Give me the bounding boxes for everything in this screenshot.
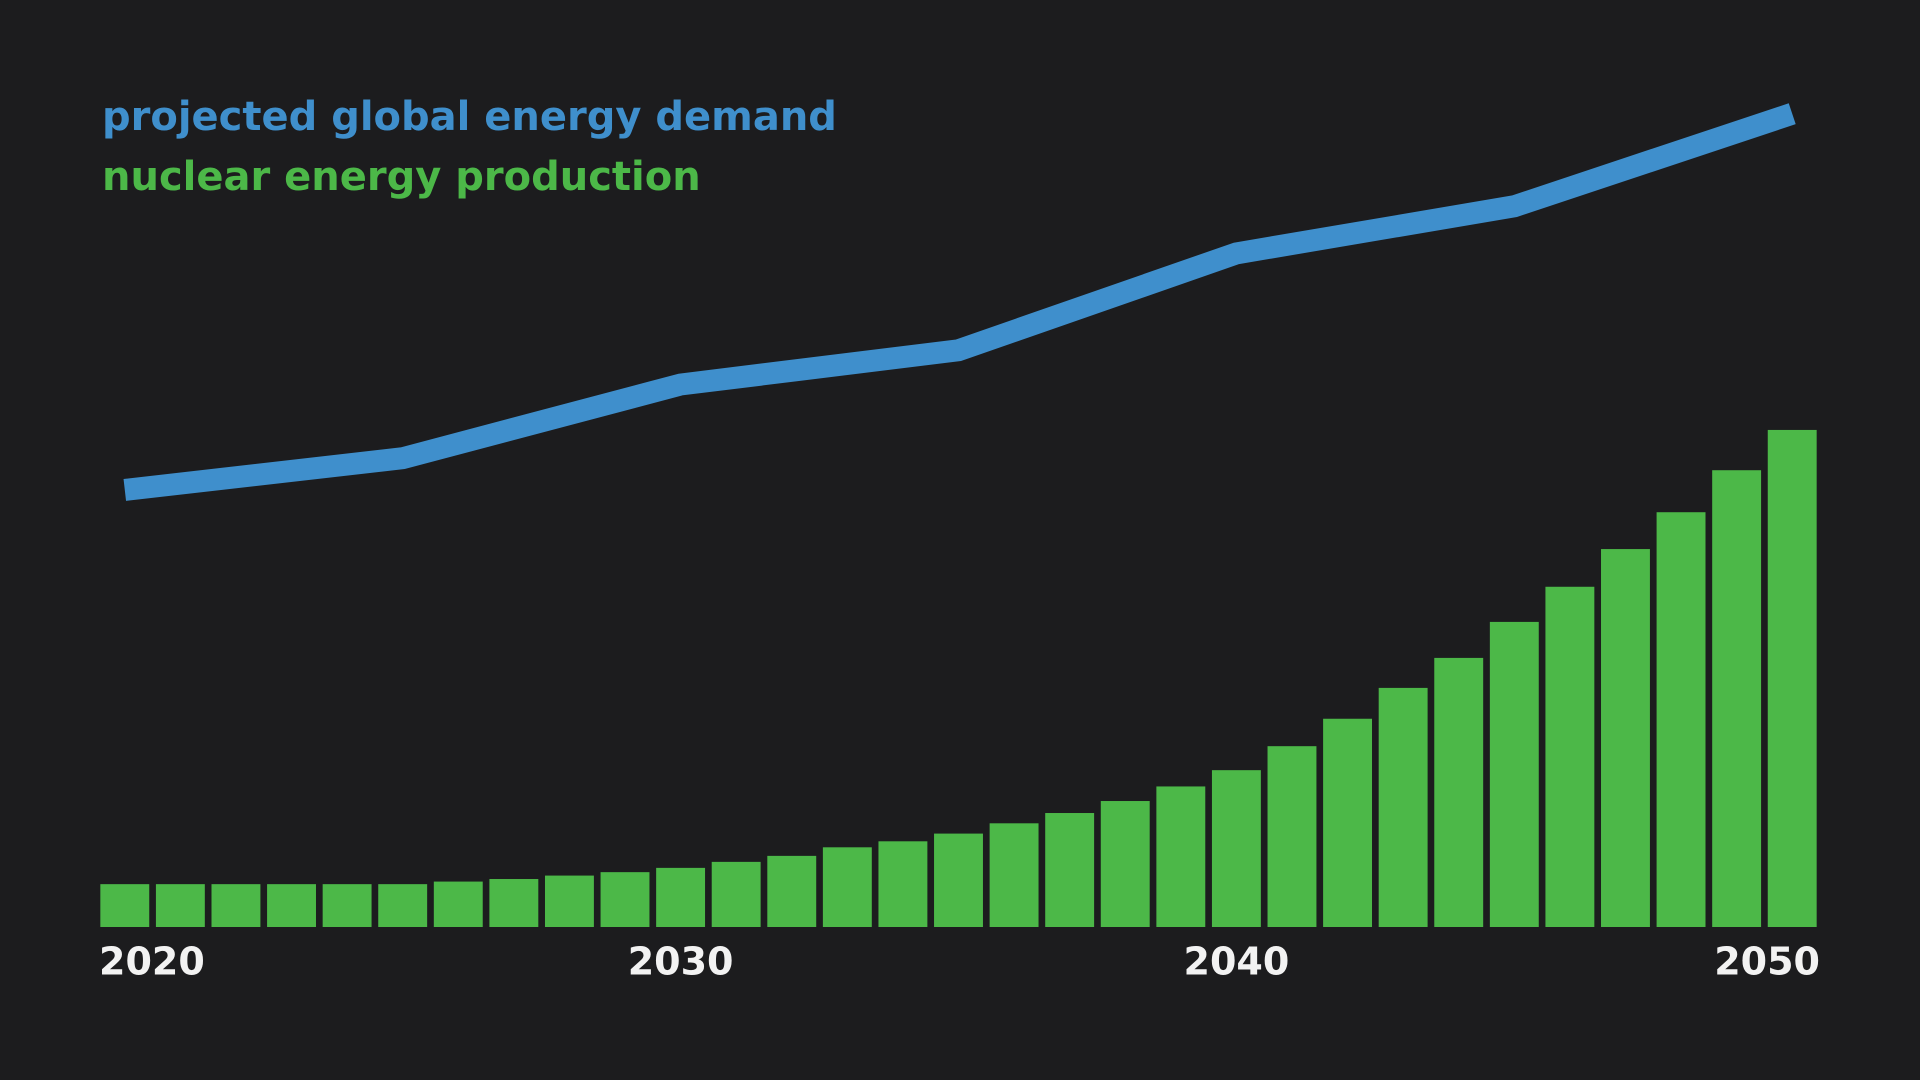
- bar: [1323, 718, 1373, 927]
- bar: [1712, 470, 1762, 927]
- bar: [600, 872, 650, 927]
- bar: [1545, 586, 1595, 927]
- bar: [489, 879, 539, 927]
- bar: [711, 861, 761, 927]
- x-tick-label: 2030: [628, 940, 734, 984]
- bar: [878, 841, 928, 927]
- bar: [100, 884, 150, 927]
- bar: [767, 855, 817, 927]
- bar: [1045, 813, 1095, 927]
- bar: [1211, 770, 1261, 927]
- legend-entry: projected global energy demand: [102, 94, 837, 140]
- x-tick-label: 2050: [1714, 940, 1820, 984]
- bar: [1100, 801, 1150, 927]
- line: [123, 103, 1796, 501]
- bar: [267, 884, 316, 927]
- bar: [1656, 512, 1706, 927]
- bar: [1378, 687, 1428, 927]
- bar: [934, 833, 983, 927]
- x-tick-label: 2020: [99, 940, 205, 984]
- bar: [1267, 746, 1317, 927]
- bar: [822, 847, 872, 927]
- bar: [656, 867, 706, 927]
- x-tick-label: 2040: [1184, 940, 1290, 984]
- bar: [1489, 621, 1539, 927]
- bar: [1601, 549, 1650, 927]
- bar: [433, 881, 483, 927]
- bar: [544, 875, 594, 927]
- bar: [989, 823, 1039, 927]
- bar: [155, 884, 205, 927]
- bar: [378, 884, 428, 927]
- bar: [1767, 429, 1817, 927]
- bar: [1434, 657, 1484, 927]
- bar: [211, 884, 261, 927]
- legend-entry: nuclear energy production: [102, 154, 701, 200]
- bar: [322, 884, 372, 927]
- bar: [1156, 786, 1206, 927]
